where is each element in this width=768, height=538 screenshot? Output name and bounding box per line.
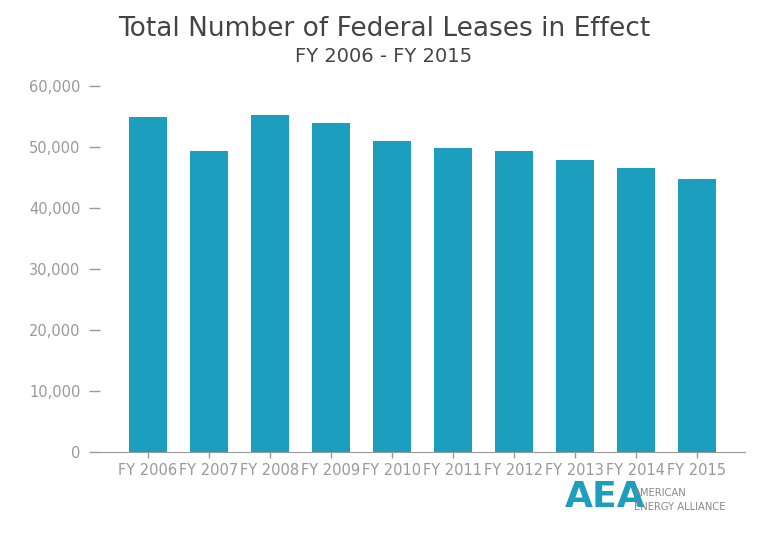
Bar <box>434 148 472 452</box>
Bar <box>312 123 350 452</box>
Bar <box>495 151 533 452</box>
Bar <box>617 168 654 452</box>
Bar <box>251 115 289 452</box>
Text: Total Number of Federal Leases in Effect: Total Number of Federal Leases in Effect <box>118 16 650 42</box>
Text: AEA: AEA <box>564 480 645 514</box>
Text: AMERICAN
ENERGY ALLIANCE: AMERICAN ENERGY ALLIANCE <box>634 488 725 512</box>
Bar <box>556 160 594 452</box>
Bar <box>373 141 411 452</box>
Text: FY 2006 - FY 2015: FY 2006 - FY 2015 <box>296 47 472 66</box>
Bar <box>190 151 228 452</box>
Bar <box>678 179 716 452</box>
Bar <box>129 117 167 452</box>
